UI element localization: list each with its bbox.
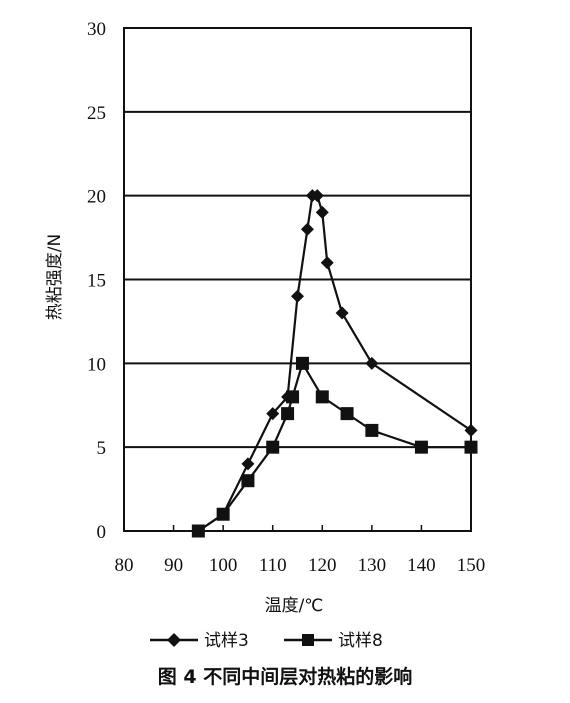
data-point-square: [266, 440, 280, 454]
x-tick-label: 120: [308, 555, 337, 576]
data-point-diamond: [310, 189, 324, 203]
data-point-diamond: [464, 423, 478, 437]
legend-label-series-1: 试样3: [204, 631, 249, 651]
y-tick-label: 5: [97, 438, 107, 459]
y-tick-label: 25: [87, 103, 106, 124]
data-point-square: [464, 440, 478, 454]
x-tick-label: 100: [209, 555, 238, 576]
data-point-square: [295, 356, 309, 370]
data-point-diamond: [266, 407, 280, 421]
data-point-square: [340, 407, 354, 421]
y-tick-label: 10: [87, 354, 106, 375]
series-line: [197, 194, 472, 532]
data-point-diamond: [365, 356, 379, 370]
y-tick-label: 15: [87, 271, 106, 292]
data-point-diamond: [315, 205, 329, 219]
y-axis-title: 热粘强度/N: [45, 234, 65, 320]
y-tick-label: 30: [87, 19, 106, 40]
x-tick-label: 80: [115, 555, 134, 576]
x-tick-label: 110: [259, 555, 287, 576]
data-point-square: [281, 407, 295, 421]
series-2: [191, 356, 478, 538]
y-tick-label: 0: [97, 522, 107, 543]
x-tick-label: 90: [164, 555, 183, 576]
series-layer: [191, 189, 478, 538]
data-point-square: [286, 390, 300, 404]
data-point-square: [216, 507, 230, 521]
y-tick-label: 20: [87, 187, 106, 208]
plot-frame: [123, 27, 472, 532]
data-point-diamond: [241, 457, 255, 471]
data-point-square: [414, 440, 428, 454]
x-tick-label: 150: [457, 555, 486, 576]
tick-labels: 0 5 10 15 20 25 30 80 90 100 110 120 130 140 150: [87, 19, 485, 576]
legend-label-series-2: 试样8: [338, 631, 383, 651]
legend-marker-series-1: [167, 633, 181, 647]
legend-marker-series-2: [302, 634, 314, 646]
x-axis-title: 温度/℃: [265, 596, 324, 616]
data-point-square: [241, 474, 255, 488]
plot-border: [123, 27, 472, 532]
data-point-square: [191, 524, 205, 538]
figure-caption: 图 4 不同中间层对热粘的影响: [157, 666, 413, 688]
legend: 试样3 试样8: [150, 631, 383, 651]
grid-lines: [124, 110, 471, 449]
data-point-square: [365, 423, 379, 437]
data-point-diamond: [320, 256, 334, 270]
data-point-diamond: [300, 222, 314, 236]
data-point-diamond: [291, 289, 304, 303]
x-tick-label: 140: [407, 555, 436, 576]
data-point-diamond: [335, 306, 349, 320]
data-point-square: [315, 390, 329, 404]
x-tick-label: 130: [358, 555, 387, 576]
